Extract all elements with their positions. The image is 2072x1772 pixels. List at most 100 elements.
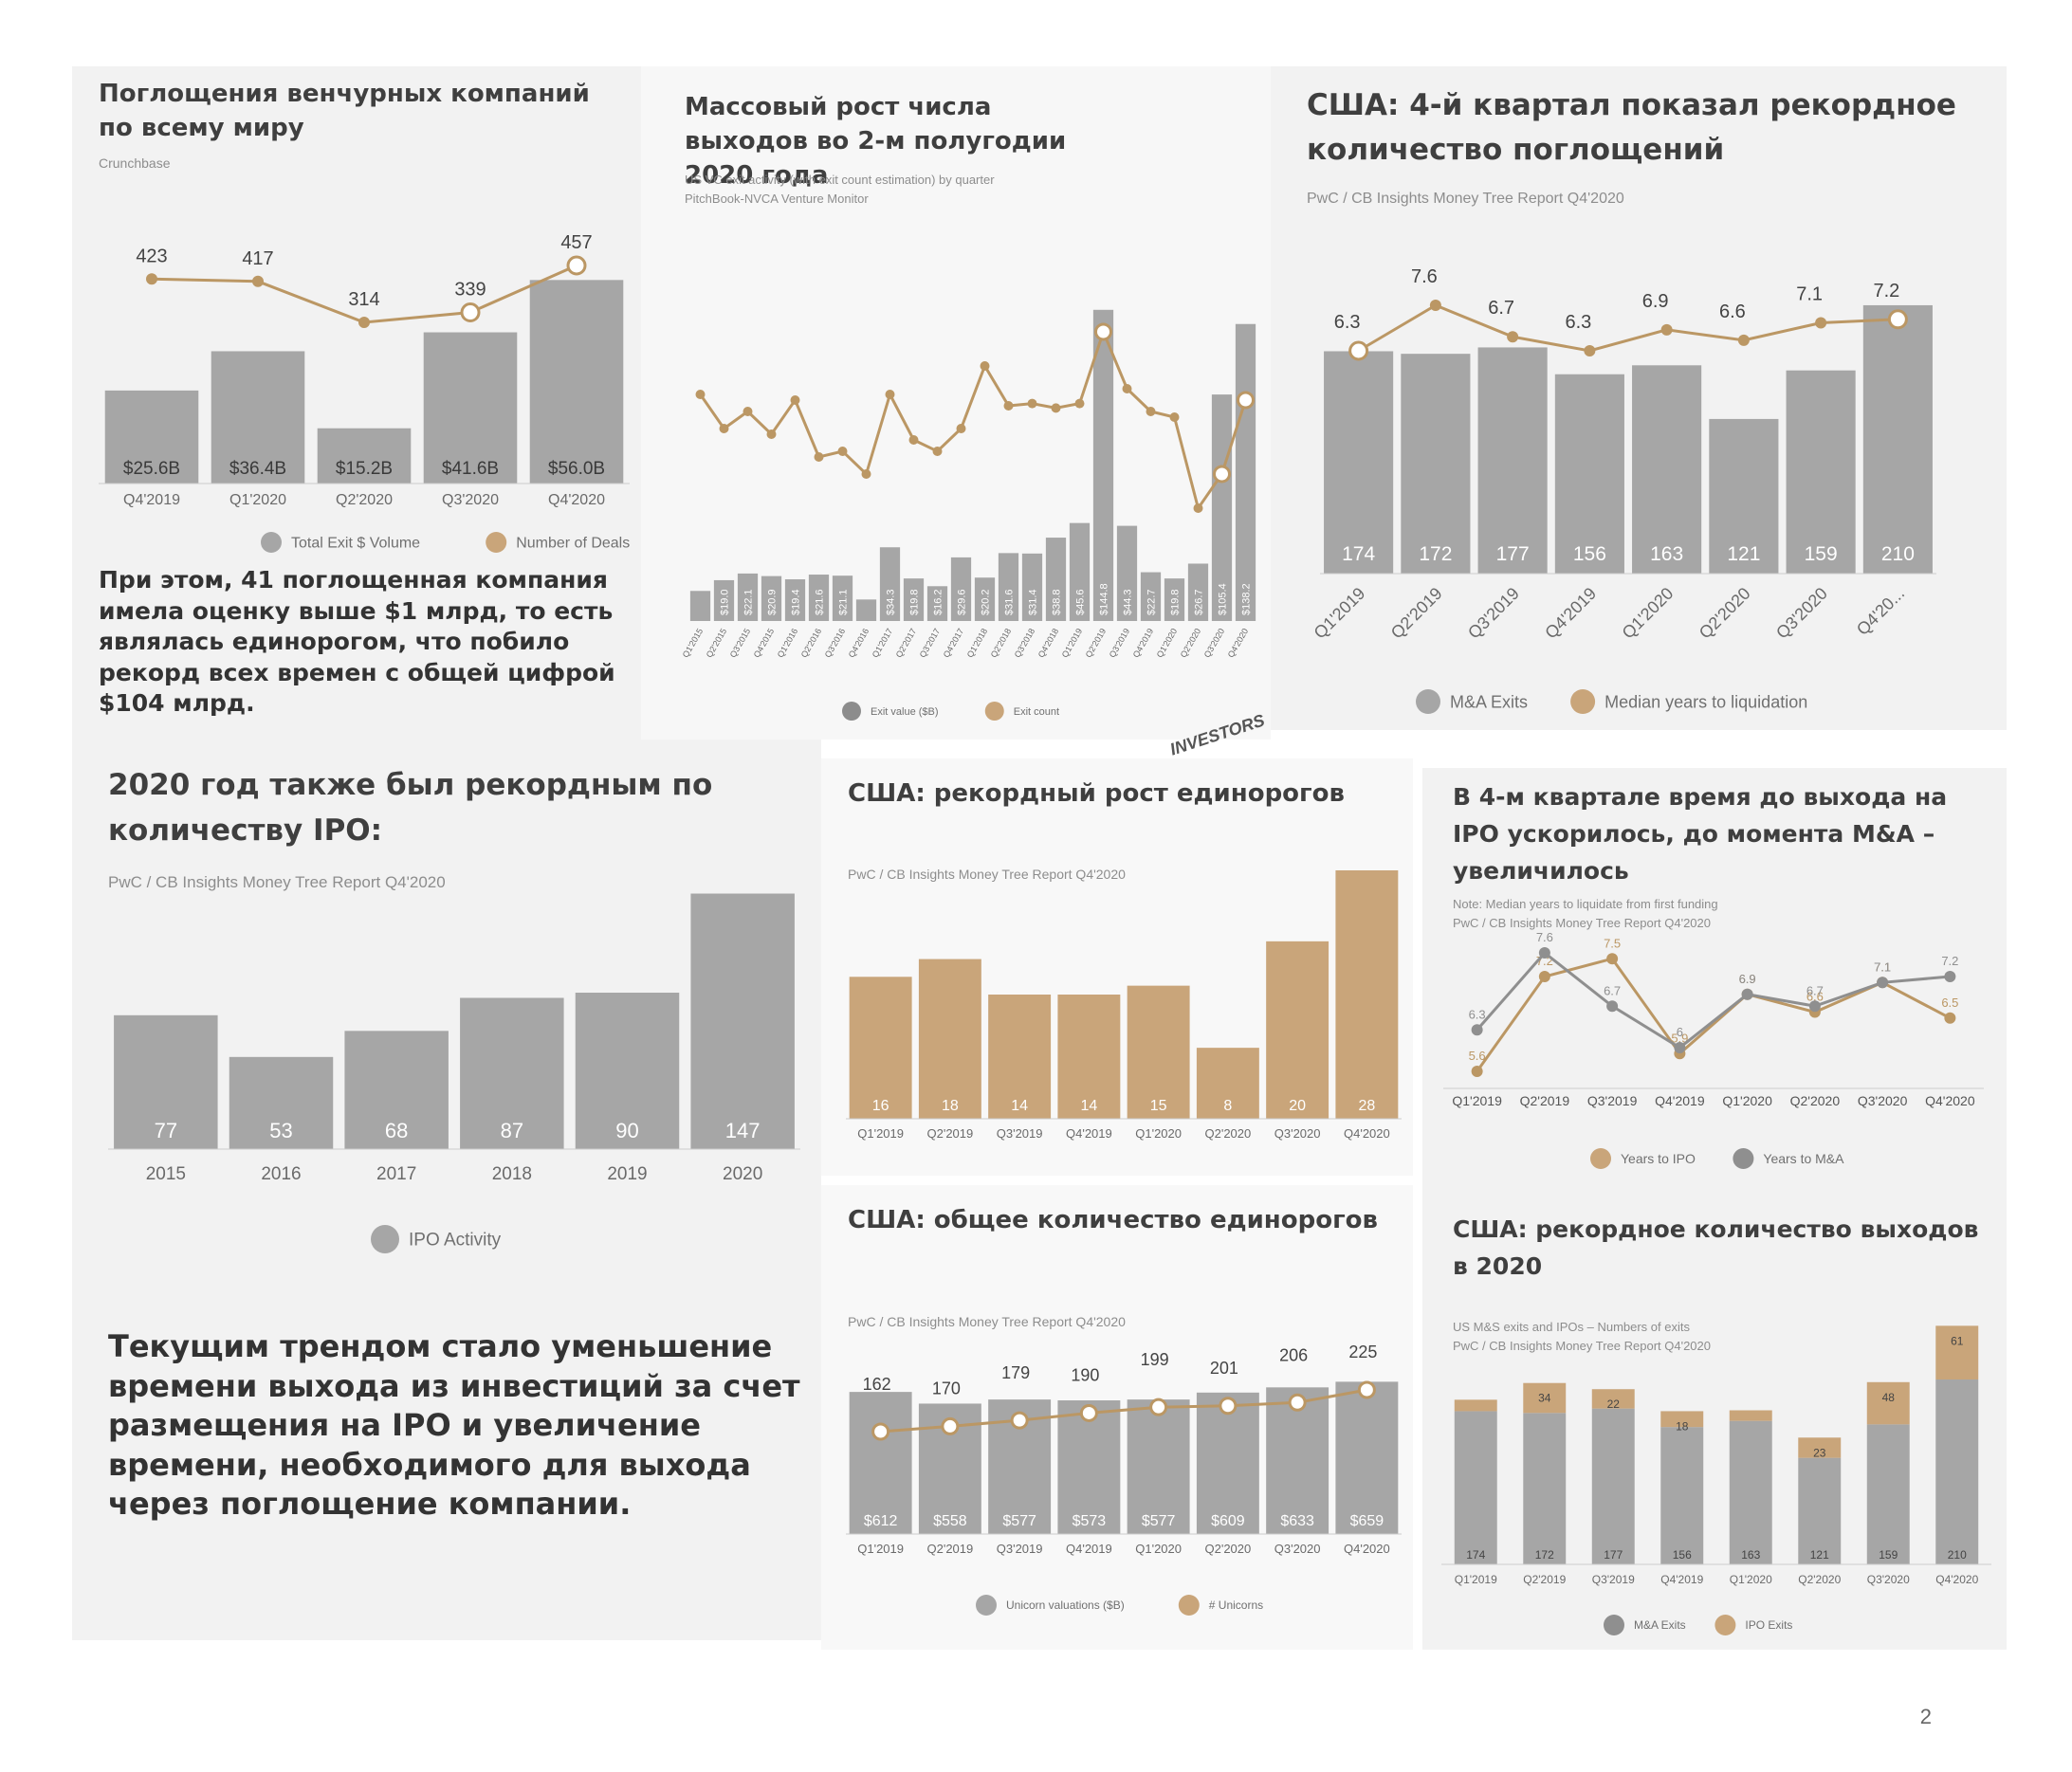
tick-label: Q1'2019 [857,1542,904,1556]
data-label: 6.7 [1604,983,1621,997]
series-point [1674,1042,1686,1053]
bar [1335,870,1399,1119]
data-label: 7.2 [1873,281,1899,301]
tick-label: Q3'2019 [1108,627,1132,659]
series-line [1357,303,1898,353]
tick-label: Q1'2019 [1311,584,1369,643]
bar [1092,309,1114,621]
series-point [1079,1403,1098,1422]
bar [950,557,972,621]
bar-label: 159 [1879,1548,1898,1562]
series-point [1122,384,1132,393]
tick-label: Q2'2019 [1520,1093,1570,1108]
bar-ma [1523,1413,1567,1564]
bar [855,599,877,621]
series-point [1169,412,1180,422]
chart-total-unicorns: $612 Q1'2019 $558 Q2'2019 $577 Q3'2019 $573 Q4'… [846,1343,1402,1616]
chart-title: США: рекордное количество выходов в 2020 [1453,1215,1979,1280]
bar-ipo [1454,1399,1497,1412]
data-label: 206 [1279,1345,1308,1364]
bar-label: $558 [933,1513,967,1529]
panel-global-ma: Поглощения венчурных компаний по всему м… [72,66,641,740]
bar [1477,347,1548,574]
bar-ipo [1798,1437,1842,1458]
bar [1266,941,1329,1119]
series-point [252,275,264,287]
bar [1057,995,1121,1119]
legend-swatch [1714,1615,1736,1635]
legend-swatch [984,702,1004,721]
bar [529,280,624,484]
bar [1786,370,1856,574]
bar-label: $16.2 [933,589,944,615]
bar-ma [1935,1379,1979,1564]
data-label: 423 [136,246,167,266]
data-label: 162 [863,1375,891,1394]
bar [1335,1381,1399,1534]
data-label: 7.5 [1604,936,1621,950]
bar [903,578,925,621]
chart-source: PwC / CB Insights Money Tree Report Q4'2… [848,867,1126,882]
tick-label: Q3'2020 [1858,1093,1908,1108]
series-point [1288,1393,1307,1412]
tick-label: Q3'2015 [728,627,753,659]
bar [1632,365,1702,574]
chart-global-ma: $25.6B Q4'2019 $36.4B Q1'2020 $15.2B Q2'2020 $… [99,232,630,553]
data-label: 170 [932,1379,961,1398]
series-point [1471,1066,1483,1077]
bar-label: 87 [501,1119,523,1142]
bar-ipo [1591,1389,1635,1409]
data-label: 314 [348,289,379,310]
chart-source: PwC / CB Insights Money Tree Report Q4'2… [1307,191,1624,207]
tick-label: 2019 [607,1164,647,1184]
series-point [861,469,871,479]
bar-ma [1454,1411,1497,1564]
tick-label: Q1'2020 [1135,1126,1182,1141]
bar-label: $659 [1350,1513,1384,1529]
series-point [871,1422,890,1441]
bar [1057,1400,1121,1534]
chart-source: Note: Median years to liquidate from fir… [1453,897,1718,931]
legend-label: Unicorn valuations ($B) [1006,1598,1125,1612]
tick-label: Q2'2015 [705,627,729,659]
bar [761,575,782,621]
tick-label: Q4'2019 [123,492,180,508]
data-label: 6.9 [1642,291,1669,312]
bar [918,959,981,1119]
tick-label: Q4'2019 [1541,584,1600,643]
bar-label: 156 [1573,543,1606,565]
series-point [743,407,753,416]
tick-label: Q2'2016 [799,627,824,659]
tick-label: Q2'2020 [1205,1542,1252,1556]
bar [1554,374,1624,574]
bar-label: $144.8 [1099,583,1110,615]
bar-label: 174 [1466,1548,1485,1562]
tick-label: Q4'2017 [942,627,966,659]
tick-label: Q2'2020 [1179,627,1203,659]
chart-title: США: общее количество единорогов [848,1206,1378,1234]
bar-label: 210 [1881,543,1915,565]
legend-label: Number of Deals [516,536,630,552]
tick-label: Q3'2019 [997,1126,1043,1141]
trend-text: Текущим трендом стало уменьшение времени… [108,1328,800,1523]
bar-label: $21.6 [815,589,826,615]
series-point [1051,403,1061,413]
series-point [956,424,966,433]
series-point [695,390,706,399]
bar [1140,572,1162,621]
panel-unicorn-growth: США: рекордный рост единорогов PwC / CB … [821,758,1413,1176]
tick-label: Q3'2019 [1464,584,1523,643]
bar-label: 22 [1607,1398,1621,1411]
bar [713,579,735,621]
chart-title: В 4-м квартале время до выхода на IPO ус… [1453,783,1948,885]
data-label: 6.3 [1565,312,1591,333]
panel-total-unicorns: США: общее количество единорогов PwC / C… [821,1185,1413,1650]
bar [974,577,996,621]
bar-ma [1729,1420,1772,1564]
tick-label: Q2'2019 [1523,1573,1566,1586]
legend-label: Exit count [1014,706,1059,718]
data-label: 201 [1210,1359,1238,1378]
series-point [1348,340,1369,361]
series-point [1815,317,1827,329]
chart-us-ma-exits: 174 Q1'2019 172 Q2'2019 177 Q3'2019 156 Q4'2019… [1311,266,1936,714]
